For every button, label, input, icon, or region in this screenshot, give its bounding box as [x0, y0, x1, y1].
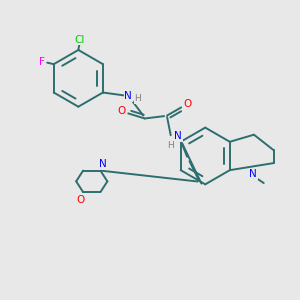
- Text: N: N: [99, 159, 107, 169]
- Text: N: N: [124, 91, 132, 101]
- Text: F: F: [40, 57, 45, 67]
- Text: O: O: [183, 99, 191, 109]
- Text: H: H: [134, 94, 141, 103]
- Text: N: N: [174, 131, 182, 141]
- Text: O: O: [76, 195, 84, 205]
- Text: N: N: [249, 169, 257, 179]
- Text: O: O: [118, 106, 126, 116]
- Text: H: H: [167, 141, 173, 150]
- Text: Cl: Cl: [75, 34, 85, 44]
